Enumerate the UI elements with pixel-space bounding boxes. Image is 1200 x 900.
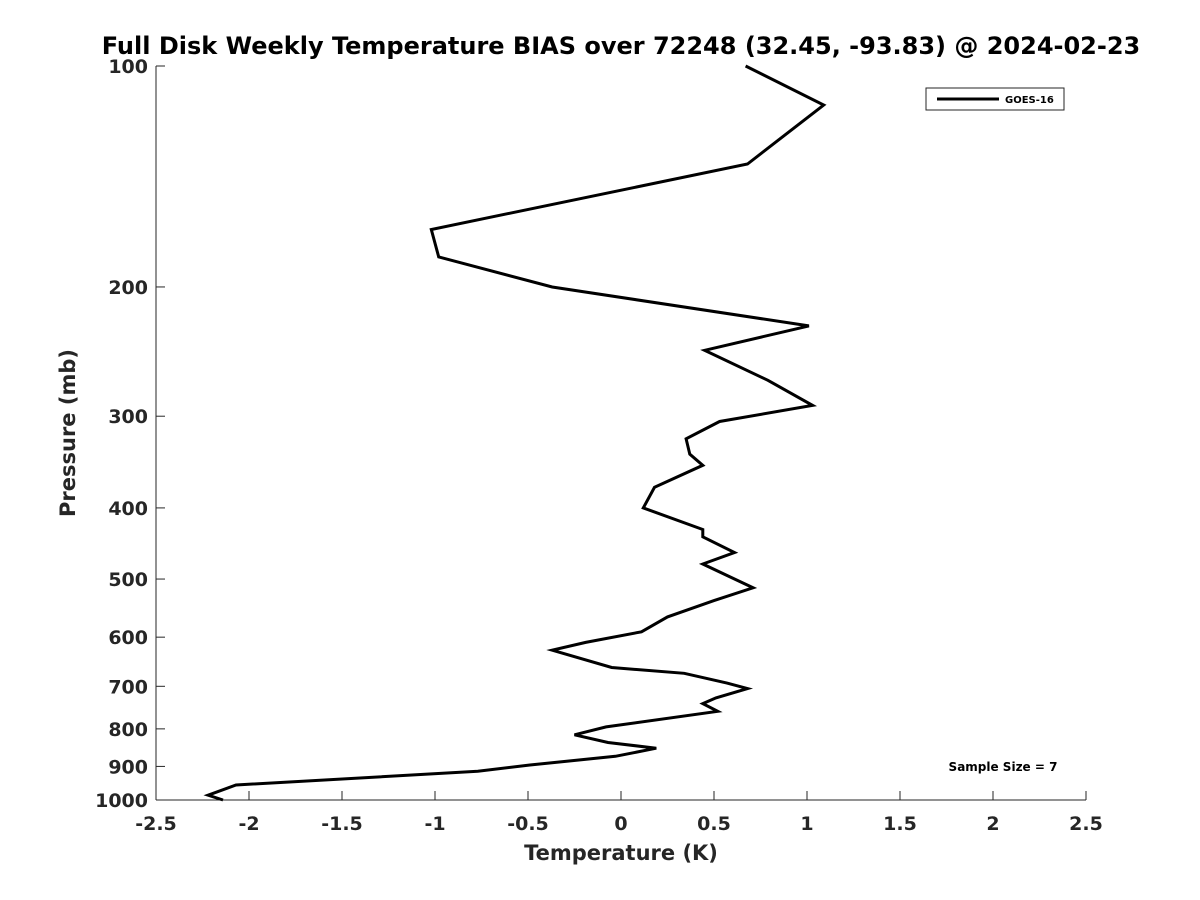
y-tick-label: 1000	[95, 790, 148, 812]
x-tick-label: -0.5	[507, 813, 549, 835]
plot-area: -2.5 -2 -1.5 -1 -0.5 0 0.5 1 1.5 2 2.5 100 200 300 40…	[95, 56, 1103, 835]
y-tick-label: 300	[108, 406, 148, 428]
x-tick-label: 0	[614, 813, 627, 835]
legend: GOES-16	[925, 87, 1065, 111]
x-tick-label: 1.5	[883, 813, 917, 835]
x-tick-label: 0.5	[697, 813, 731, 835]
y-tick-label: 500	[108, 569, 148, 591]
x-axis-ticks: -2.5 -2 -1.5 -1 -0.5 0 0.5 1 1.5 2 2.5	[135, 791, 1103, 835]
x-axis-label: Temperature (K)	[524, 841, 718, 865]
x-tick-label: -2.5	[135, 813, 177, 835]
x-tick-label: -2	[238, 813, 259, 835]
chart-title: Full Disk Weekly Temperature BIAS over 7…	[102, 32, 1141, 60]
y-tick-label: 800	[108, 719, 148, 741]
legend-label-goes-16: GOES-16	[1005, 95, 1054, 106]
series-layer	[203, 64, 827, 802]
series-line-goes-16	[203, 64, 827, 802]
y-tick-label: 400	[108, 498, 148, 520]
x-tick-label: -1.5	[321, 813, 363, 835]
x-tick-label: 2	[986, 813, 999, 835]
y-axis-label: Pressure (mb)	[56, 349, 80, 517]
y-tick-label: 200	[108, 277, 148, 299]
sample-size-annotation: Sample Size = 7	[949, 760, 1058, 774]
x-tick-label: 1	[800, 813, 813, 835]
y-tick-label: 600	[108, 627, 148, 649]
y-tick-label: 100	[108, 56, 148, 78]
y-tick-label: 900	[108, 756, 148, 778]
y-tick-label: 700	[108, 676, 148, 698]
y-axis-ticks: 100 200 300 400 500 600 700 800 900 1000	[95, 56, 165, 812]
x-tick-label: -1	[424, 813, 445, 835]
x-tick-label: 2.5	[1069, 813, 1103, 835]
